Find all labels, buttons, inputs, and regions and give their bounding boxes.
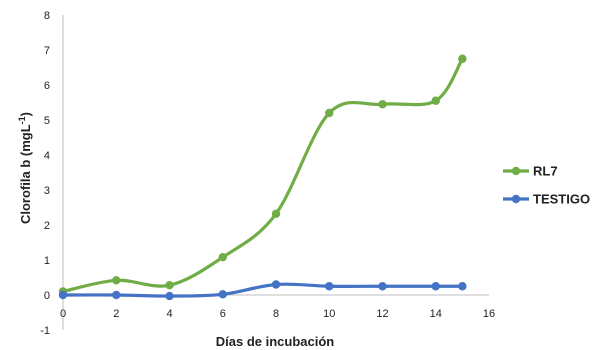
data-point-rl7 xyxy=(458,54,467,63)
y-axis-title-main: Clorofila b (mgL xyxy=(18,124,33,224)
data-point-testigo xyxy=(458,282,467,291)
x-tick-label: 2 xyxy=(113,308,119,320)
y-tick-label: 2 xyxy=(44,220,50,232)
x-tick-label: 0 xyxy=(60,308,66,320)
data-point-rl7 xyxy=(378,100,387,109)
data-point-testigo xyxy=(271,280,281,289)
series-line-rl7 xyxy=(61,57,464,294)
x-tick-label: 6 xyxy=(220,308,226,320)
y-axis-title-close: ) xyxy=(18,112,33,116)
y-tick-label: 3 xyxy=(44,185,50,197)
x-tick-label: 10 xyxy=(323,308,335,320)
y-tick-label: 8 xyxy=(44,10,50,22)
y-tick-label: 7 xyxy=(44,45,50,57)
data-point-rl7 xyxy=(431,96,440,105)
legend-marker-testigo xyxy=(511,194,521,204)
legend-label-testigo: TESTIGO xyxy=(533,192,590,207)
data-point-testigo xyxy=(58,290,68,300)
y-tick-label: -1 xyxy=(40,325,50,337)
series-layer xyxy=(58,54,467,301)
data-point-rl7 xyxy=(112,276,121,285)
series-line-testigo xyxy=(61,282,464,298)
data-point-testigo xyxy=(218,290,227,299)
y-axis-title-sup: -1 xyxy=(17,116,27,124)
y-tick-label: 4 xyxy=(44,150,50,162)
legend-marker-rl7 xyxy=(511,166,521,176)
y-tick-label: 6 xyxy=(44,80,50,92)
x-tick-label: 14 xyxy=(430,308,442,320)
y-tick-label: 1 xyxy=(44,255,50,267)
data-point-testigo xyxy=(325,282,334,291)
y-tick-label: 5 xyxy=(44,115,50,127)
y-axis-title: Clorofila b (mgL-1) xyxy=(17,112,33,224)
y-tick-label: 0 xyxy=(44,290,50,302)
legend-label-rl7: RL7 xyxy=(533,164,558,179)
data-point-testigo xyxy=(431,282,440,291)
x-tick-label: 4 xyxy=(166,308,172,320)
x-axis-title: Días de incubación xyxy=(216,334,335,349)
legend: RL7 TESTIGO xyxy=(503,164,590,207)
data-point-testigo xyxy=(378,282,387,291)
data-point-testigo xyxy=(165,291,174,301)
x-tick-label: 12 xyxy=(376,308,388,320)
data-point-rl7 xyxy=(325,108,334,118)
data-point-rl7 xyxy=(165,281,174,290)
data-point-rl7 xyxy=(218,253,227,262)
data-point-rl7 xyxy=(271,209,281,218)
x-tick-label: 16 xyxy=(483,308,495,320)
data-point-testigo xyxy=(112,290,121,300)
x-tick-label: 8 xyxy=(273,308,279,320)
